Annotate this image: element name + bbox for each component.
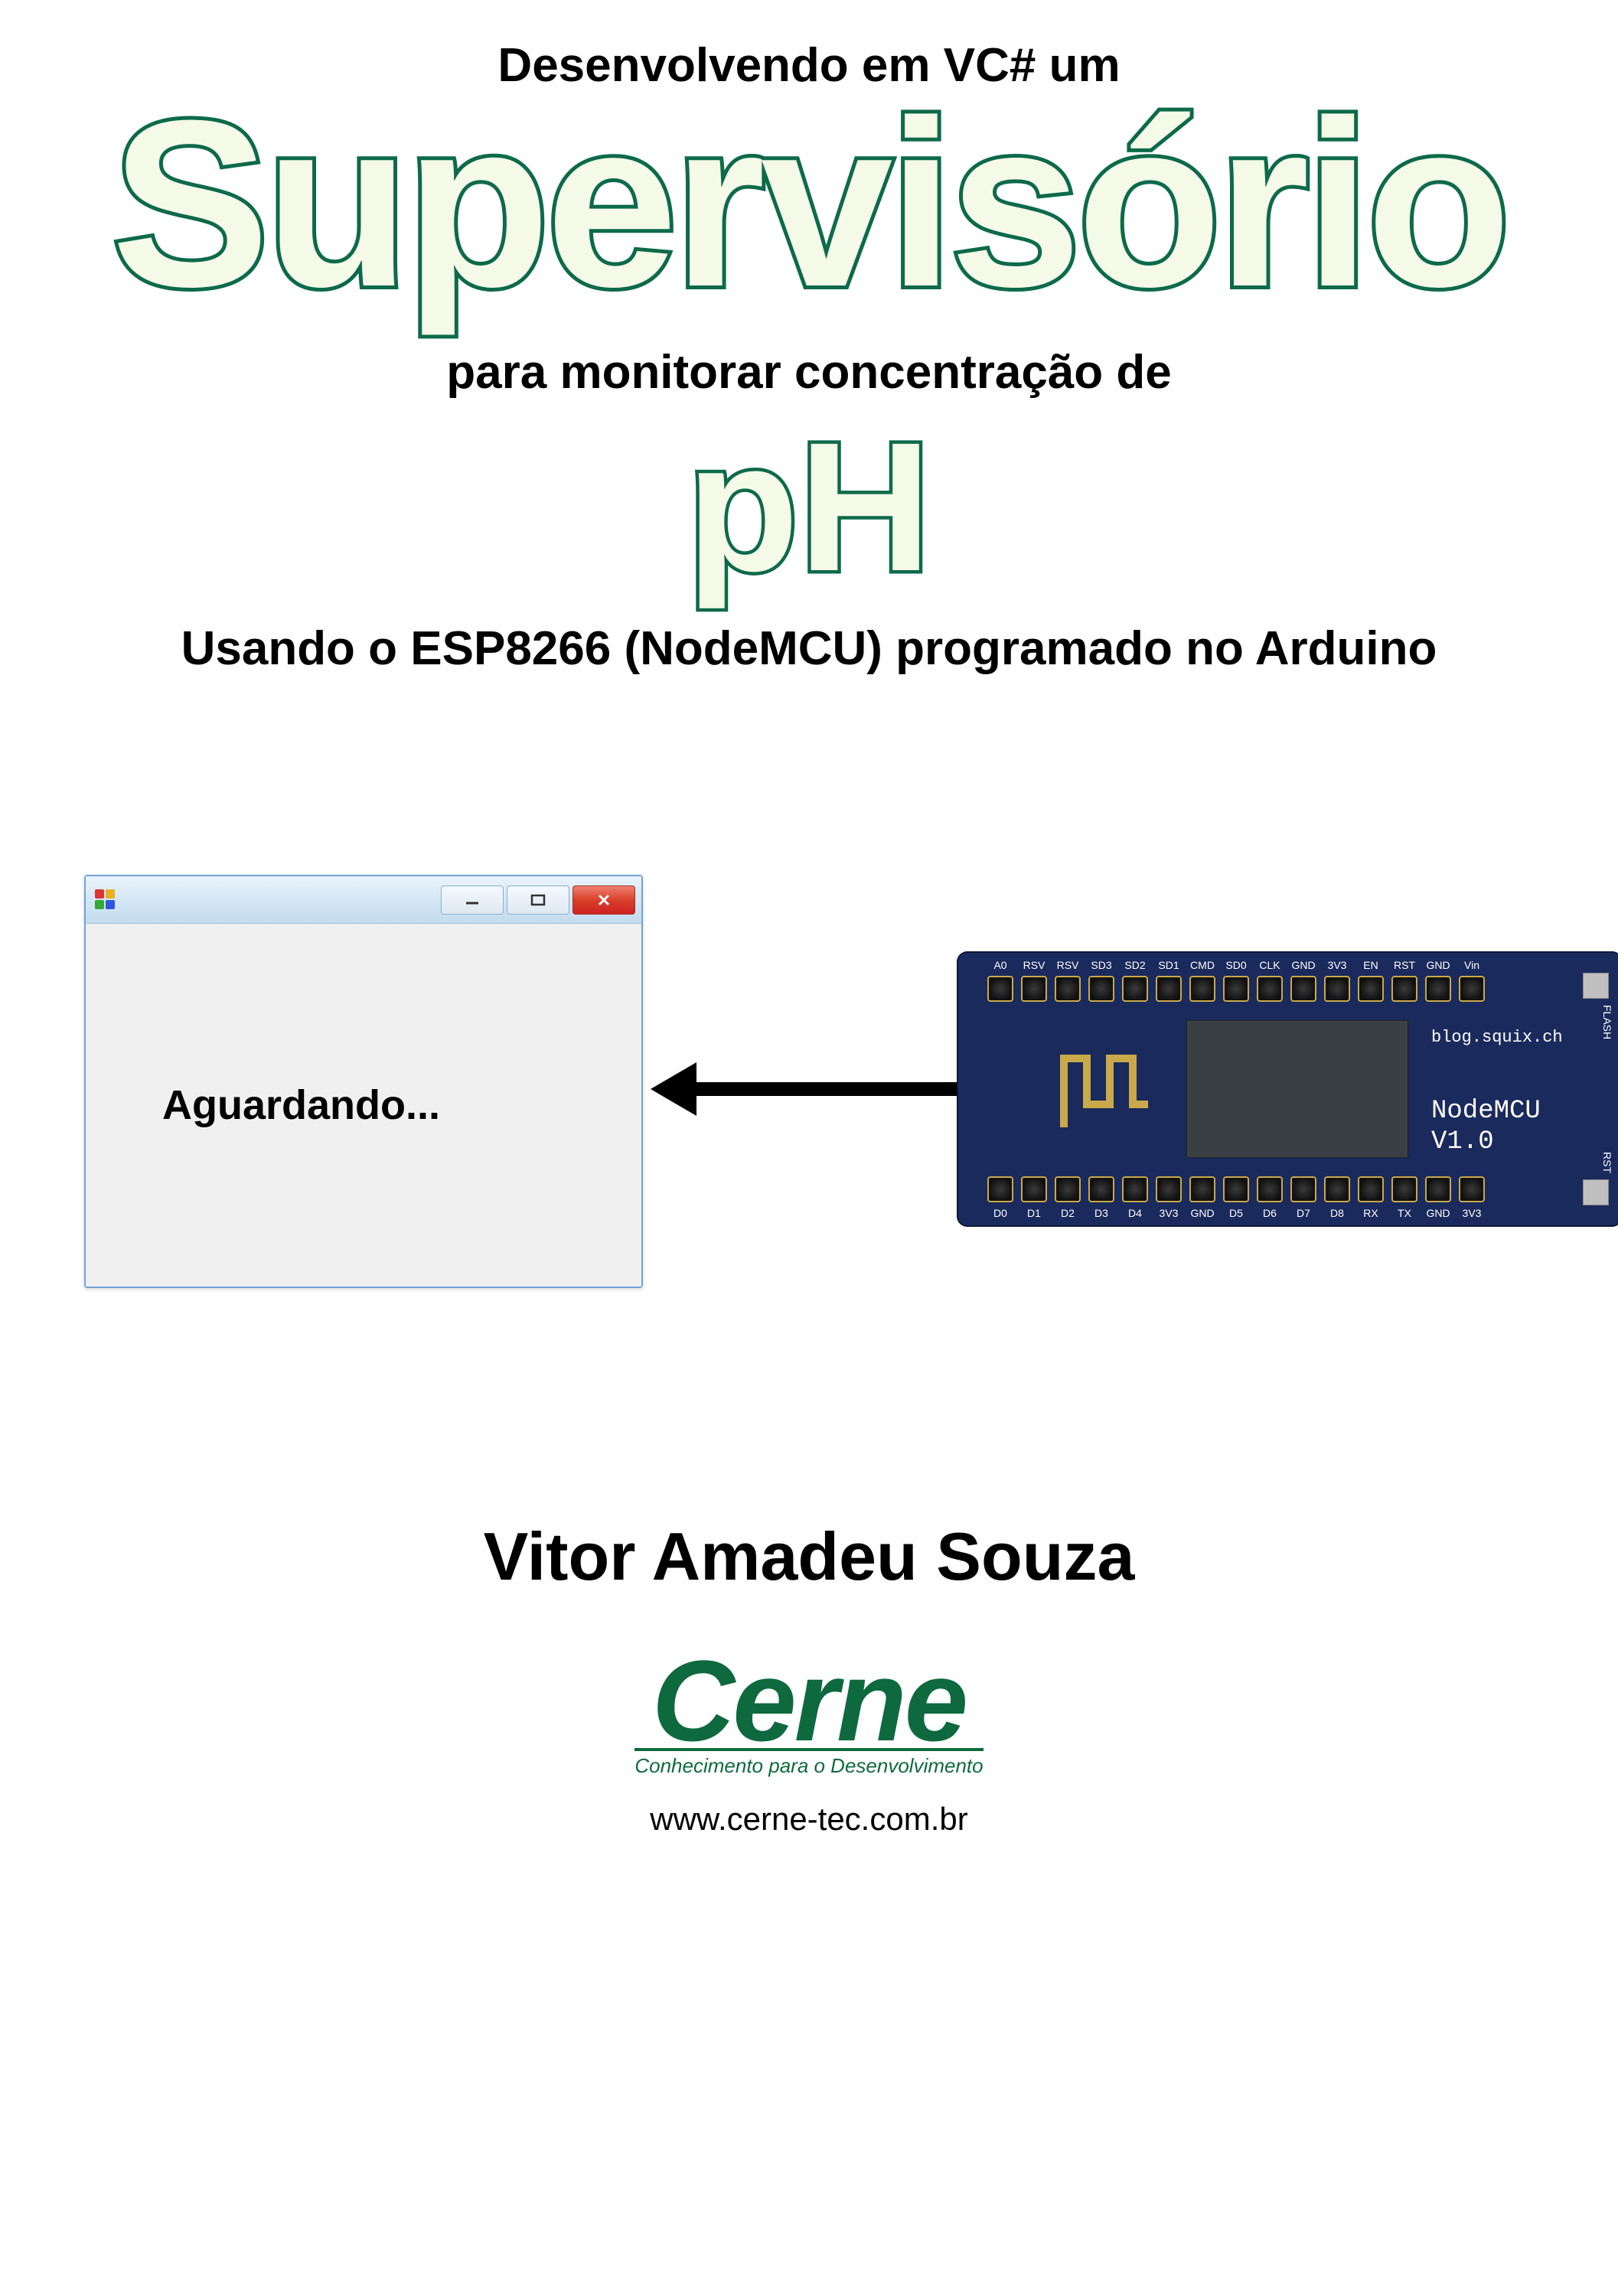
- pin: [1055, 1176, 1081, 1202]
- pin: [1324, 976, 1350, 1002]
- pin-label: GND: [1290, 959, 1316, 971]
- antenna-icon: [1056, 1043, 1156, 1135]
- pin: [1189, 976, 1215, 1002]
- pin: [1257, 976, 1283, 1002]
- pin: [1290, 1176, 1316, 1202]
- main-title: Supervisório: [112, 85, 1507, 322]
- publisher-logo: Cerne Conhecimento para o Desenvolviment…: [634, 1649, 983, 1838]
- esp-chip: [1186, 1020, 1408, 1158]
- board-name: NodeMCU: [1431, 1097, 1541, 1126]
- pin: [1358, 1176, 1384, 1202]
- pin: [1459, 1176, 1485, 1202]
- subtitle-line-2: para monitorar concentração de: [446, 345, 1172, 400]
- subtitle-line-3: Usando o ESP8266 (NodeMCU) programado no…: [181, 621, 1437, 676]
- ph-title: pH: [687, 415, 931, 598]
- pin-label: SD1: [1156, 959, 1182, 971]
- nodemcu-board: A0 RSV RSV SD3 SD2 SD1 CMD SD0 CLK GND 3V3 EN RST GND…: [957, 951, 1618, 1227]
- pin-label: A0: [987, 959, 1013, 971]
- rst-label: RST: [1601, 1152, 1613, 1173]
- pin: [1324, 1176, 1350, 1202]
- pin-row-bottom: [987, 1176, 1485, 1202]
- pin-label: Vin: [1459, 959, 1485, 971]
- pin-label: GND: [1425, 959, 1451, 971]
- book-cover: Desenvolvendo em VC# um Supervisório par…: [0, 0, 1618, 2296]
- pin-label: 3V3: [1156, 1207, 1182, 1219]
- flash-label: FLASH: [1601, 1005, 1613, 1039]
- pin: [987, 1176, 1013, 1202]
- pin-labels-bottom: D0 D1 D2 D3 D4 3V3 GND D5 D6 D7 D8 RX TX GND 3V3: [987, 1207, 1485, 1219]
- pin: [1156, 1176, 1182, 1202]
- pin-label: SD3: [1088, 959, 1114, 971]
- pin: [1391, 976, 1417, 1002]
- pin: [1189, 1176, 1215, 1202]
- pin: [987, 976, 1013, 1002]
- pin: [1088, 1176, 1114, 1202]
- pin-row-top: [987, 976, 1485, 1002]
- pin-label: TX: [1391, 1207, 1417, 1219]
- pin-label: SD2: [1122, 959, 1148, 971]
- pin-label: GND: [1189, 1207, 1215, 1219]
- pin-label: D8: [1324, 1207, 1350, 1219]
- pin: [1055, 976, 1081, 1002]
- pin-label: D7: [1290, 1207, 1316, 1219]
- arrow-left-icon: [651, 1078, 957, 1101]
- pin: [1156, 976, 1182, 1002]
- board-url: blog.squix.ch: [1431, 1028, 1563, 1047]
- app-window: Aguardando...: [84, 875, 643, 1288]
- maximize-button[interactable]: [507, 885, 569, 915]
- pin-label: RSV: [1055, 959, 1081, 971]
- titlebar-left: [95, 889, 116, 911]
- pin: [1257, 1176, 1283, 1202]
- pin: [1021, 976, 1047, 1002]
- pin-label: RSV: [1021, 959, 1047, 971]
- pin: [1425, 976, 1451, 1002]
- pin-label: D5: [1223, 1207, 1249, 1219]
- pin-label: D1: [1021, 1207, 1047, 1219]
- board-version: V1.0: [1431, 1127, 1494, 1156]
- pin: [1122, 976, 1148, 1002]
- pin: [1223, 1176, 1249, 1202]
- pin-label: RST: [1391, 959, 1417, 971]
- rst-button[interactable]: [1583, 1179, 1609, 1205]
- window-body: Aguardando...: [86, 924, 641, 1287]
- pin-label: D4: [1122, 1207, 1148, 1219]
- pin-label: D3: [1088, 1207, 1114, 1219]
- pin-label: RX: [1358, 1207, 1384, 1219]
- pin: [1223, 976, 1249, 1002]
- pin: [1290, 976, 1316, 1002]
- ph-title-text: pH: [687, 404, 931, 609]
- pin: [1425, 1176, 1451, 1202]
- pin-label: CMD: [1189, 959, 1215, 971]
- pin-label: D0: [987, 1207, 1013, 1219]
- pin: [1088, 976, 1114, 1002]
- pin-label: D2: [1055, 1207, 1081, 1219]
- diagram: Aguardando... A0 RSV RSV SD3 SD2 SD1 CMD SD0 CLK…: [46, 875, 1572, 1303]
- pin-labels-top: A0 RSV RSV SD3 SD2 SD1 CMD SD0 CLK GND 3V3 EN RST GND…: [987, 959, 1485, 971]
- pin-label: 3V3: [1459, 1207, 1485, 1219]
- pin-label: SD0: [1223, 959, 1249, 971]
- app-icon: [95, 889, 116, 911]
- waiting-label: Aguardando...: [162, 1081, 440, 1129]
- pin-label: EN: [1358, 959, 1384, 971]
- pin: [1391, 1176, 1417, 1202]
- titlebar: [86, 876, 641, 924]
- pin-label: D6: [1257, 1207, 1283, 1219]
- main-title-text: Supervisório: [112, 70, 1507, 336]
- pin: [1122, 1176, 1148, 1202]
- logo-word: Cerne: [634, 1649, 983, 1753]
- pin: [1021, 1176, 1047, 1202]
- flash-button[interactable]: [1583, 973, 1609, 999]
- close-button[interactable]: [572, 885, 635, 915]
- pin-label: 3V3: [1324, 959, 1350, 971]
- pin-label: CLK: [1257, 959, 1283, 971]
- author-name: Vitor Amadeu Souza: [484, 1518, 1135, 1596]
- window-controls: [441, 885, 635, 915]
- pin-label: GND: [1425, 1207, 1451, 1219]
- pin: [1459, 976, 1485, 1002]
- logo-tagline: Conhecimento para o Desenvolvimento: [634, 1748, 983, 1778]
- minimize-button[interactable]: [441, 885, 504, 915]
- logo-url: www.cerne-tec.com.br: [634, 1801, 983, 1838]
- pin: [1358, 976, 1384, 1002]
